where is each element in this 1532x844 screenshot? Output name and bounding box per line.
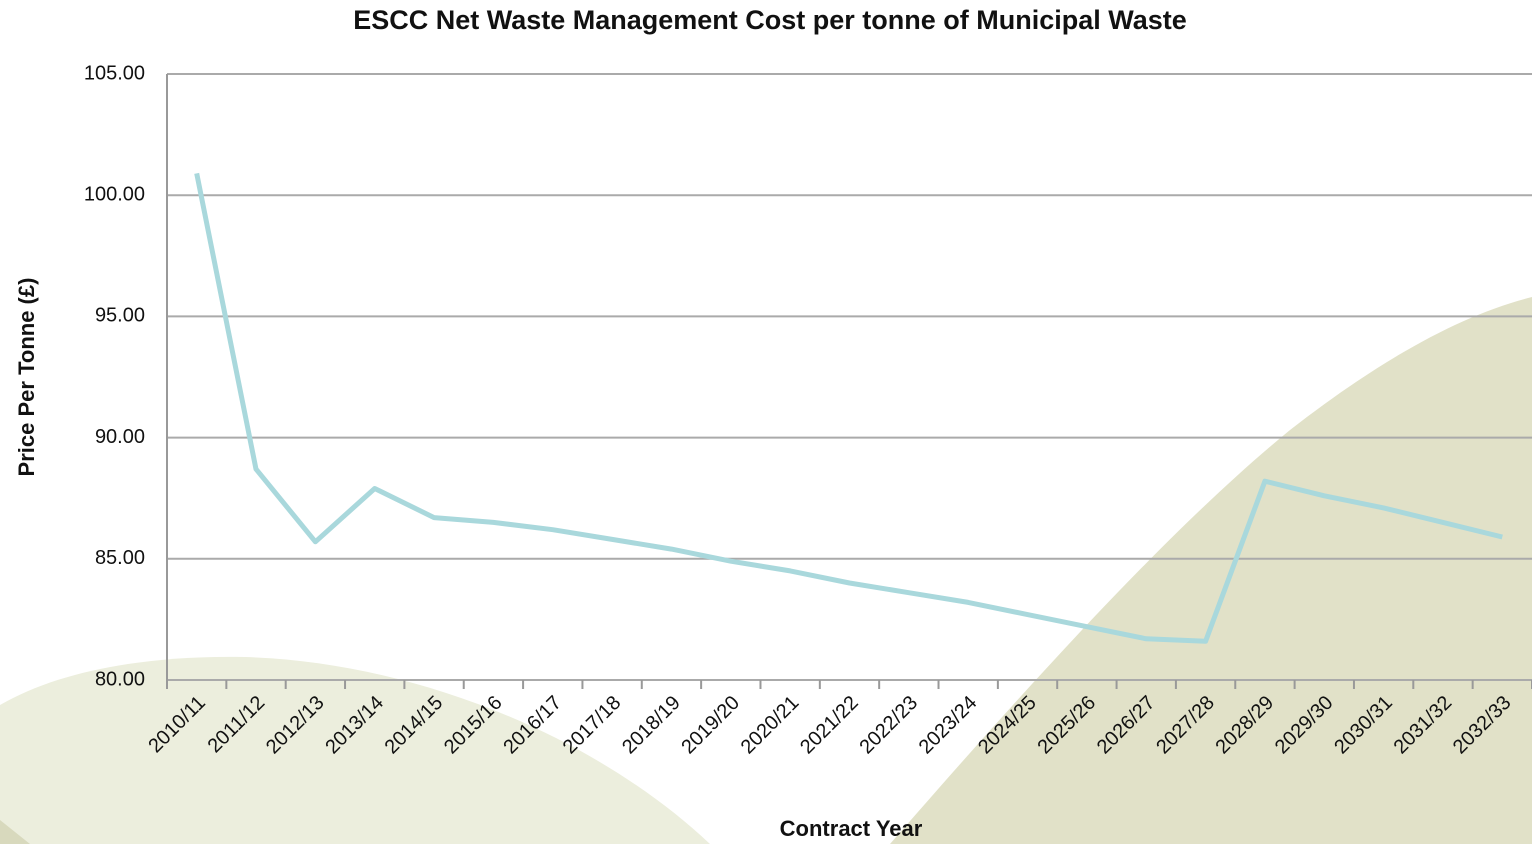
background-shape — [890, 297, 1532, 844]
x-tick-label: 2017/18 — [559, 692, 626, 759]
x-tick-label: 2019/20 — [677, 692, 744, 759]
chart-title: ESCC Net Waste Management Cost per tonne… — [353, 5, 1187, 35]
y-tick-label: 95.00 — [95, 305, 145, 327]
y-tick-label: 90.00 — [95, 426, 145, 448]
chart: ESCC Net Waste Management Cost per tonne… — [0, 0, 1532, 844]
y-tick-label: 105.00 — [84, 62, 145, 84]
y-tick-label: 85.00 — [95, 547, 145, 569]
x-tick-label: 2023/24 — [915, 692, 982, 759]
y-axis-label: Price Per Tonne (£) — [14, 278, 39, 477]
x-tick-label: 2022/23 — [855, 692, 922, 759]
x-tick-label: 2021/22 — [796, 692, 863, 759]
x-tick-label: 2018/19 — [618, 692, 685, 759]
y-tick-label: 100.00 — [84, 183, 145, 205]
y-tick-label: 80.00 — [95, 668, 145, 690]
x-tick-label: 2020/21 — [737, 692, 804, 759]
x-axis-label: Contract Year — [780, 816, 923, 841]
